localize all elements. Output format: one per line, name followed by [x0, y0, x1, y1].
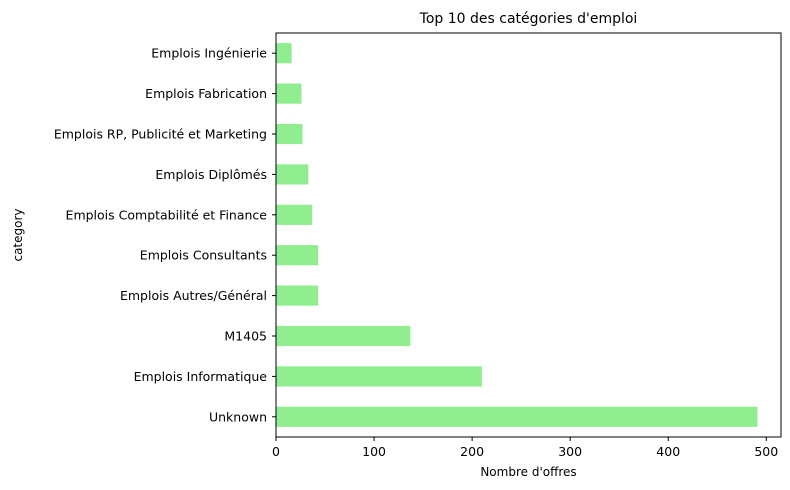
y-tick-label: Emplois Diplômés: [155, 167, 267, 182]
y-tick-label: Emplois RP, Publicité et Marketing: [54, 127, 267, 142]
x-tick-label: 200: [460, 444, 484, 459]
x-tick-label: 100: [362, 444, 386, 459]
bar: [276, 366, 482, 387]
bar: [276, 285, 319, 306]
y-tick-label: Unknown: [209, 409, 267, 424]
bar: [276, 204, 313, 225]
y-tick-label: Emplois Informatique: [134, 369, 268, 384]
bar: [276, 406, 758, 427]
y-tick-label: M1405: [224, 329, 267, 344]
y-ticks: Unknown Emplois Informatique M1405 Emplois …: [54, 46, 276, 424]
bar: [276, 83, 302, 104]
y-axis-label: category: [11, 208, 25, 261]
x-tick-label: 0: [272, 444, 280, 459]
y-tick-label: Emplois Ingénierie: [151, 46, 267, 61]
x-tick-label: 500: [754, 444, 778, 459]
bar: [276, 325, 411, 347]
bar: [276, 43, 292, 64]
y-tick-label: Emplois Fabrication: [145, 86, 267, 101]
bar: [276, 164, 309, 185]
x-ticks: 0 100 200 300 400 500: [272, 437, 778, 459]
bars: [276, 43, 758, 427]
bar: [276, 123, 303, 145]
x-axis-label: Nombre d'offres: [480, 465, 576, 479]
bar: [276, 245, 319, 266]
chart-title: Top 10 des catégories d'emploi: [419, 11, 638, 27]
y-tick-label: Emplois Consultants: [140, 248, 267, 263]
y-tick-label: Emplois Comptabilité et Finance: [66, 207, 268, 222]
y-tick-label: Emplois Autres/Général: [120, 288, 267, 303]
x-tick-label: 300: [558, 444, 582, 459]
plot-frame: [275, 32, 782, 438]
x-tick-label: 400: [656, 444, 680, 459]
